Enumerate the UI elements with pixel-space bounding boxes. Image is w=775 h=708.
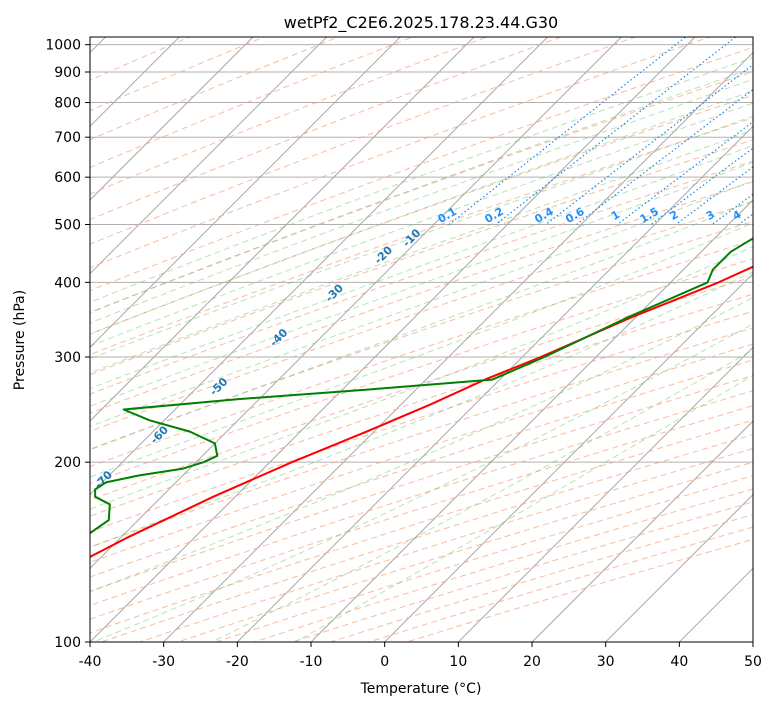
mixing-ratio-line — [675, 166, 753, 225]
moist-adiabat-line — [90, 144, 753, 390]
y-tick-label: 100 — [54, 635, 81, 651]
dry-adiabat-line — [404, 538, 753, 642]
dry-adiabat-line — [366, 526, 753, 642]
dry-adiabat-line — [90, 71, 753, 314]
isotherm-line — [383, 272, 753, 642]
x-tick-label: 40 — [670, 654, 688, 670]
isotherm-line — [90, 37, 402, 349]
y-tick-label: 1000 — [45, 38, 81, 54]
dry-adiabat-line — [90, 201, 753, 432]
dry-adiabat-line — [90, 160, 753, 395]
isotherm-line — [90, 37, 549, 496]
dry-adiabat-line — [90, 37, 414, 168]
y-axis-label: Pressure (hPa) — [12, 290, 28, 390]
moist-adiabat-line — [90, 200, 753, 451]
dewpoint-profile-line — [90, 237, 753, 535]
moist-adiabat-line — [90, 161, 753, 407]
dry-adiabat-line — [252, 488, 753, 642]
moist-adiabat-line — [92, 323, 753, 642]
moist-adiabat-line — [90, 67, 753, 313]
y-tick-label: 600 — [54, 170, 81, 186]
isotherm-line — [457, 346, 753, 642]
dry-adiabat-line — [90, 139, 753, 376]
axis-ticks: -40 -30 -20 -10 0 10 20 30 40 50 100 200 300 400 500 60… — [45, 38, 762, 670]
mixing-ratio-line — [576, 88, 753, 225]
moist-adiabat-line — [90, 180, 753, 428]
x-tick-label: 0 — [380, 654, 389, 670]
dry-adiabat-line — [90, 37, 489, 195]
moist-adiabat-line — [90, 78, 753, 324]
dry-adiabat-line — [90, 359, 753, 578]
background-lines — [90, 37, 753, 642]
x-tick-label: 20 — [523, 654, 541, 670]
dry-adiabat-line — [90, 46, 753, 292]
y-tick-label: 700 — [54, 130, 81, 146]
dry-adiabat-line — [90, 37, 712, 269]
profile-lines — [90, 237, 753, 559]
x-tick-label: -10 — [300, 654, 323, 670]
x-tick-label: -30 — [152, 654, 175, 670]
isotherm-line — [236, 125, 753, 642]
dry-adiabat-line — [138, 447, 753, 642]
isotherm-line — [90, 37, 254, 201]
x-tick-label: -20 — [226, 654, 249, 670]
dry-adiabat-line — [90, 37, 340, 141]
isotherm-line — [310, 199, 753, 642]
moist-adiabat-line — [90, 115, 753, 360]
moist-adiabat-line — [90, 297, 753, 593]
y-tick-label: 300 — [54, 350, 81, 366]
dry-adiabat-line — [90, 276, 753, 501]
moist-adiabat-line — [90, 56, 753, 303]
x-tick-label: -40 — [79, 654, 102, 670]
dry-adiabat-line — [90, 181, 753, 414]
isotherm-line — [90, 37, 328, 275]
dry-adiabat-line — [90, 258, 753, 485]
temperature-profile-line — [90, 265, 753, 559]
moist-adiabat-line — [90, 271, 753, 548]
dry-adiabat-line — [176, 461, 753, 642]
moist-adiabat-line — [294, 374, 753, 642]
moist-adiabat-line — [90, 129, 753, 374]
x-axis-label: Temperature (°C) — [360, 681, 482, 697]
isotherm-line — [531, 420, 753, 642]
mixing-ratio-line — [448, 37, 687, 225]
isotherm-line — [162, 51, 753, 642]
isotherm-line — [90, 37, 623, 570]
isotherm-line — [604, 493, 753, 642]
dry-adiabat-line — [90, 390, 753, 606]
dry-adiabat-line — [90, 293, 753, 517]
y-tick-label: 500 — [54, 217, 81, 233]
moist-adiabat-line — [90, 102, 753, 347]
y-tick-label: 400 — [54, 275, 81, 291]
moist-adiabat-line — [210, 349, 753, 642]
x-tick-label: 10 — [449, 654, 467, 670]
dry-adiabat-line — [290, 501, 753, 642]
plot-frame — [89, 36, 754, 643]
x-tick-label: 50 — [744, 654, 762, 670]
moist-adiabat-line — [90, 246, 753, 510]
dry-adiabat-line — [90, 405, 753, 620]
mixing-ratio-line — [495, 37, 737, 225]
y-tick-label: 200 — [54, 455, 81, 471]
isotherm-line — [90, 37, 696, 642]
x-tick-label: 30 — [597, 654, 615, 670]
y-tick-label: 800 — [54, 96, 81, 112]
y-tick-label: 900 — [54, 65, 81, 81]
chart-title: wetPf2_C2E6.2025.178.23.44.G30 — [284, 13, 558, 33]
isotherm-line — [90, 37, 475, 422]
